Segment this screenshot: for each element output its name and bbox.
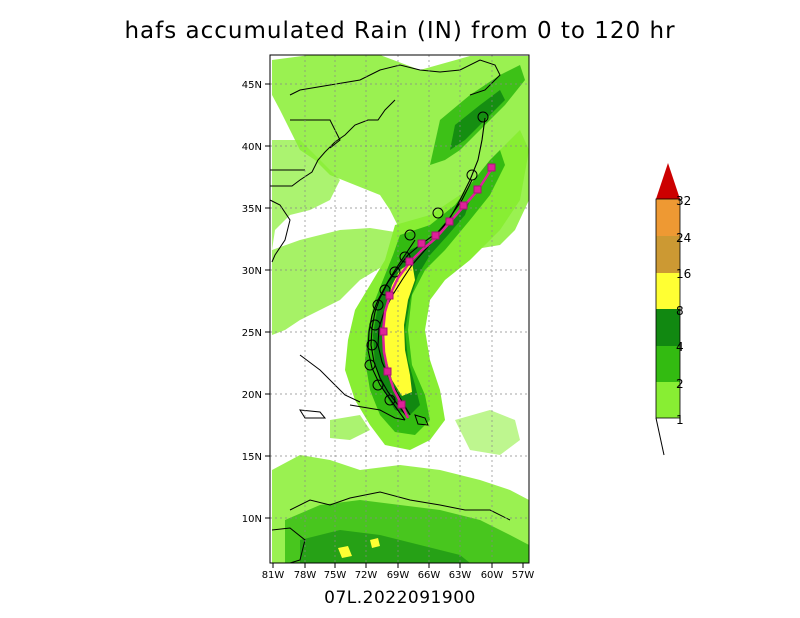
lat-label: 15N (242, 452, 262, 463)
colorbar-swatch-32 (656, 199, 680, 236)
colorbar-swatch-24 (656, 236, 680, 273)
lon-label: 69W (387, 570, 410, 581)
colorbar-label: 24 (676, 231, 691, 245)
colorbar-swatch-2 (656, 382, 680, 418)
lat-label: 40N (242, 142, 262, 153)
colorbar-label: 8 (676, 304, 684, 318)
colorbar-swatch-8 (656, 309, 680, 346)
latitude-labels: 45N 40N 35N 30N 25N 20N 15N 10N (242, 80, 262, 525)
colorbar-arrow-top (656, 163, 680, 199)
lat-label: 10N (242, 514, 262, 525)
lat-label: 25N (242, 328, 262, 339)
lon-label: 72W (355, 570, 378, 581)
lon-label: 57W (512, 570, 535, 581)
colorbar-label: 2 (676, 377, 684, 391)
lon-label: 63W (449, 570, 472, 581)
lat-label: 20N (242, 390, 262, 401)
footer-label: 07L.2022091900 (324, 588, 476, 608)
lon-label: 75W (324, 570, 347, 581)
lat-label: 30N (242, 266, 262, 277)
map-title: hafs accumulated Rain (IN) from 0 to 120… (124, 18, 676, 44)
colorbar-tail (655, 417, 665, 456)
colorbar-label: 4 (676, 340, 684, 354)
colorbar-swatch-16 (656, 273, 680, 309)
map-frame (269, 54, 530, 564)
forecast-track (379, 163, 496, 419)
longitude-labels: 81W 78W 75W 72W 69W 66W 63W 60W 57W (262, 570, 535, 581)
graticule (270, 55, 529, 563)
lon-label: 78W (294, 570, 317, 581)
colorbar-label: 32 (676, 194, 691, 208)
colorbar-label: 16 (676, 267, 691, 281)
track-markers (364, 111, 489, 406)
colorbar-label: 1 (676, 413, 684, 427)
lon-label: 66W (418, 570, 441, 581)
longitude-ticks (272, 563, 524, 568)
lon-label: 81W (262, 570, 285, 581)
colorbar: 1 2 4 8 16 24 32 (655, 163, 691, 456)
lon-label: 60W (481, 570, 504, 581)
latitude-ticks (265, 83, 270, 519)
colorbar-swatch-4 (656, 346, 680, 382)
lat-label: 35N (242, 204, 262, 215)
lat-label: 45N (242, 80, 262, 91)
